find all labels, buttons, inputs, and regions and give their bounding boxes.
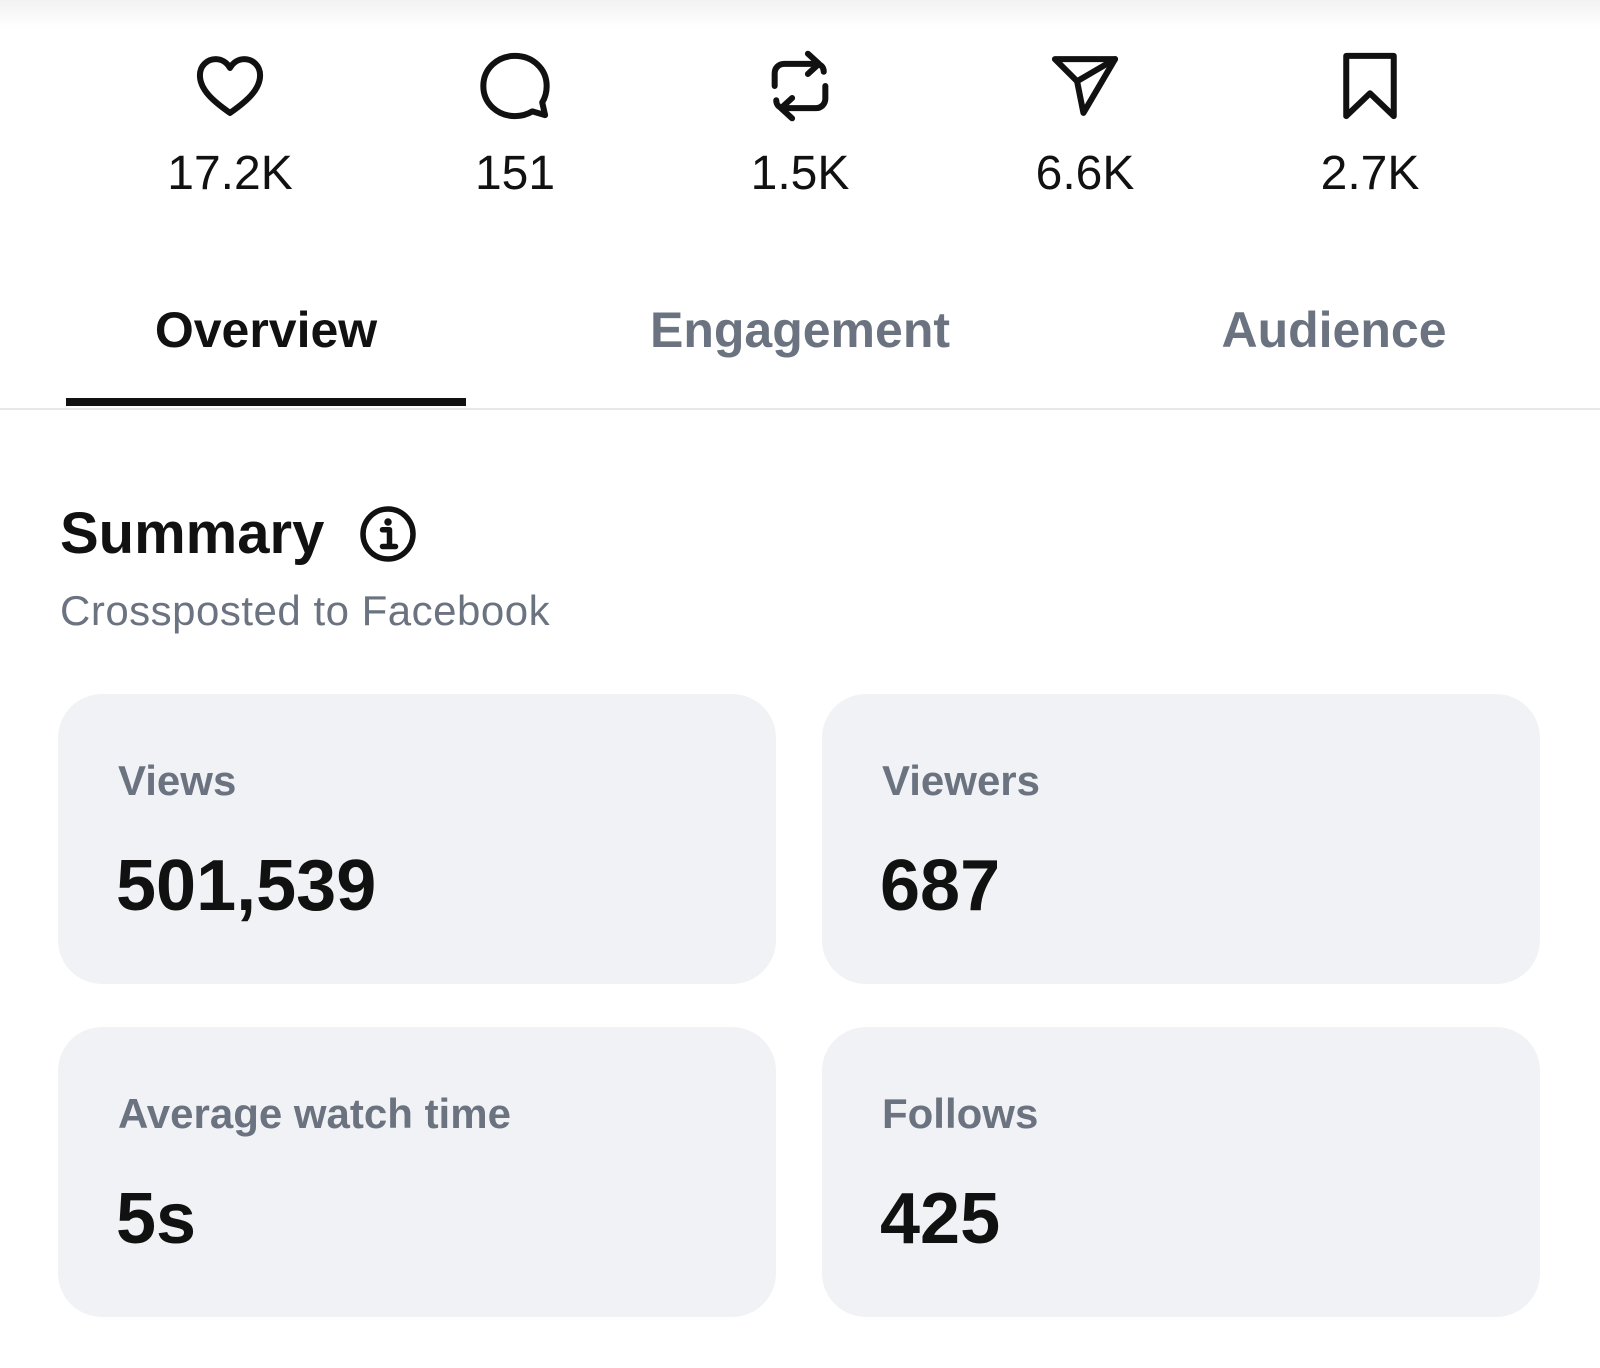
metric-label: Views	[118, 757, 237, 804]
repost-action[interactable]: 1.5K	[670, 40, 930, 220]
like-count: 17.2K	[167, 147, 293, 200]
active-tab-indicator	[66, 398, 466, 406]
repost-icon	[762, 48, 838, 124]
comment-icon	[477, 48, 553, 124]
share-icon	[1047, 48, 1123, 124]
metric-label: Follows	[882, 1090, 1039, 1137]
share-count: 6.6K	[1035, 147, 1135, 200]
metric-card-viewers: Viewers 687	[822, 694, 1540, 984]
metric-label: Viewers	[882, 757, 1041, 804]
info-icon[interactable]	[358, 504, 418, 564]
tab-overview[interactable]: Overview	[154, 302, 378, 358]
metric-value: 687	[880, 846, 1001, 926]
repost-count: 1.5K	[750, 147, 850, 200]
metric-card-views: Views 501,539	[58, 694, 776, 984]
heart-icon	[192, 48, 268, 124]
summary-title: Summary	[60, 501, 325, 566]
comment-count: 151	[474, 147, 556, 200]
comment-action[interactable]: 151	[385, 40, 645, 220]
like-action[interactable]: 17.2K	[100, 40, 360, 220]
post-actions-bar: 17.2K 151 1.5K 6.6K	[0, 40, 1600, 220]
metric-label: Average watch time	[118, 1090, 511, 1137]
metric-value: 5s	[116, 1179, 197, 1259]
top-shadow	[0, 0, 1600, 30]
tab-engagement[interactable]: Engagement	[649, 302, 951, 358]
bookmark-action[interactable]: 2.7K	[1240, 40, 1500, 220]
tab-audience[interactable]: Audience	[1221, 302, 1447, 358]
share-action[interactable]: 6.6K	[955, 40, 1215, 220]
tab-bar: Overview Engagement Audience	[0, 290, 1600, 410]
metric-card-follows: Follows 425	[822, 1027, 1540, 1317]
bookmark-count: 2.7K	[1320, 147, 1420, 200]
summary-subtitle: Crossposted to Facebook	[60, 587, 551, 634]
metric-card-average-watch-time: Average watch time 5s	[58, 1027, 776, 1317]
metric-value: 501,539	[116, 846, 377, 926]
tab-divider	[0, 408, 1600, 410]
bookmark-icon	[1332, 48, 1408, 124]
metric-value: 425	[880, 1179, 1001, 1259]
